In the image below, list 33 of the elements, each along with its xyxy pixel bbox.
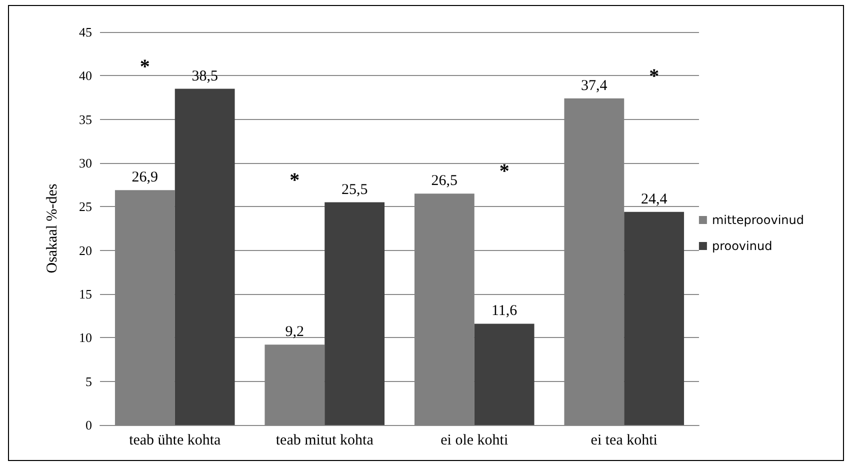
data-label: 25,5 <box>341 182 368 198</box>
x-tick-label: ei ole kohti <box>440 432 508 448</box>
y-tick-label: 35 <box>79 112 92 127</box>
annotation: * <box>649 65 660 88</box>
y-tick-label: 20 <box>79 242 92 258</box>
annotation: * <box>499 160 510 183</box>
y-tick-label: 45 <box>79 24 92 40</box>
data-label: 24,4 <box>640 191 668 208</box>
data-label: 26,5 <box>431 173 458 190</box>
legend-label: mitteproovinud <box>712 213 804 227</box>
y-tick-label: 40 <box>79 68 92 84</box>
bar <box>474 324 534 425</box>
x-tick-label: teab ühte kohta <box>129 432 222 448</box>
data-label: 26,9 <box>132 170 158 186</box>
y-tick-label: 15 <box>79 286 92 302</box>
y-tick-label: 5 <box>86 374 92 389</box>
y-axis-title: Osakaal %-des <box>44 184 60 274</box>
legend-label: proovinud <box>712 239 772 253</box>
y-tick-label: 10 <box>79 330 92 346</box>
data-label: 9,2 <box>285 324 304 340</box>
y-tick-label: 25 <box>79 199 92 214</box>
x-tick-label: ei tea kohti <box>590 432 658 448</box>
annotation: * <box>290 169 300 192</box>
bar <box>174 88 235 425</box>
y-tick-label: 0 <box>86 418 92 432</box>
x-tick-label: teab mitut kohta <box>276 432 374 448</box>
annotation: * <box>140 56 150 78</box>
data-label: 11,6 <box>491 303 518 320</box>
bar <box>624 212 684 425</box>
bar <box>324 202 385 425</box>
y-tick-label: 30 <box>79 156 92 170</box>
data-label: 37,4 <box>581 78 608 94</box>
data-label: 38,5 <box>192 68 218 84</box>
